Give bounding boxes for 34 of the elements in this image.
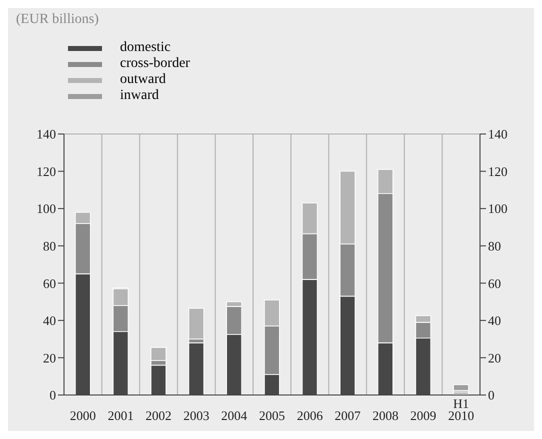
y-tick-label: 120 xyxy=(36,164,56,179)
legend-label: cross-border xyxy=(120,56,190,72)
y-tick-label: 20 xyxy=(43,350,56,366)
y-tick-label: 0 xyxy=(50,388,56,403)
y2-tick-label: 80 xyxy=(488,238,501,254)
y2-tick-label: 20 xyxy=(488,350,501,366)
y2-tick-label: 120 xyxy=(488,164,508,179)
y2-tick-label: 0 xyxy=(488,388,494,403)
x-tick-label: 2002 xyxy=(146,408,172,423)
bar xyxy=(188,308,204,340)
x-tick-label: 2007 xyxy=(334,408,362,423)
legend-label: domestic xyxy=(120,40,171,56)
y2-tick-label: 60 xyxy=(488,276,501,291)
y2-tick-label: 100 xyxy=(488,201,508,216)
x-tick-label: 2001 xyxy=(108,408,134,423)
bar xyxy=(453,384,469,391)
x-tick-label: 2005 xyxy=(259,408,285,423)
x-tick-label: 2008 xyxy=(372,408,398,423)
legend-label: inward xyxy=(120,88,159,104)
x-tick-label: 2006 xyxy=(296,408,324,423)
x-tick-label: 2000 xyxy=(70,408,96,423)
x-tick-label: 2009 xyxy=(410,408,436,423)
text: (EUR billions) xyxy=(16,12,99,28)
y-tick-label: 100 xyxy=(36,201,56,216)
y-tick-label: 80 xyxy=(43,238,56,254)
y-tick-label: 140 xyxy=(36,126,56,142)
x-tick-label: 2004 xyxy=(221,408,248,423)
y2-tick-label: 40 xyxy=(488,313,501,328)
legend-label: outward xyxy=(120,72,166,88)
y-tick-label: 40 xyxy=(43,313,56,328)
x-tick-label: H1 2010 xyxy=(448,396,474,423)
x-tick-label: 2003 xyxy=(183,408,210,423)
y2-tick-label: 140 xyxy=(488,126,508,142)
y-tick-label: 60 xyxy=(43,276,56,291)
